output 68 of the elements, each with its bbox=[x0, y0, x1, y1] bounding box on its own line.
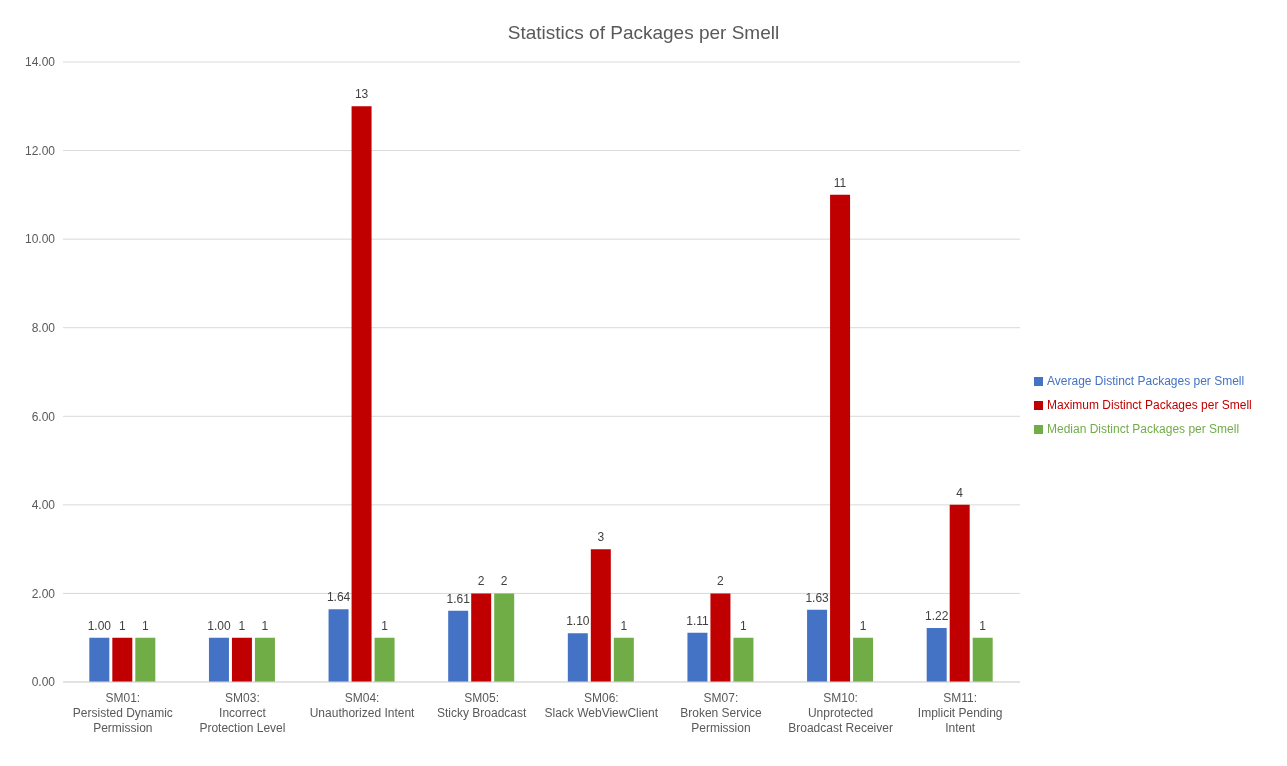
data-label: 1.61 bbox=[446, 591, 471, 606]
data-label: 2 bbox=[477, 574, 485, 589]
data-label: 1.11 bbox=[686, 613, 709, 628]
x-tick-label: SM05: Sticky Broadcast bbox=[437, 691, 528, 720]
chart-title: Statistics of Packages per Smell bbox=[506, 21, 781, 45]
data-label: 3 bbox=[597, 530, 605, 545]
data-label: 1.00 bbox=[207, 618, 231, 633]
bar bbox=[208, 637, 229, 682]
bar bbox=[613, 637, 634, 682]
data-label: 1 bbox=[859, 618, 867, 633]
y-tick-label: 10.00 bbox=[24, 232, 56, 247]
legend-label: Median Distinct Packages per Smell bbox=[1047, 422, 1240, 436]
x-tick-label: SM04: Unauthorized Intent bbox=[309, 691, 416, 720]
legend-label: Average Distinct Packages per Smell bbox=[1047, 374, 1245, 388]
bar bbox=[374, 637, 395, 682]
bar bbox=[351, 106, 372, 682]
y-tick-label: 0.00 bbox=[31, 675, 56, 690]
y-tick-label: 4.00 bbox=[31, 498, 56, 513]
data-label: 1 bbox=[620, 618, 628, 633]
y-tick-label: 12.00 bbox=[24, 143, 56, 158]
data-label: 1.10 bbox=[566, 614, 590, 629]
data-label: 1.63 bbox=[805, 590, 830, 605]
data-label: 1.22 bbox=[925, 608, 949, 623]
bar bbox=[926, 627, 947, 682]
legend-label: Maximum Distinct Packages per Smell bbox=[1047, 398, 1252, 412]
data-label: 1 bbox=[141, 618, 149, 633]
bar bbox=[590, 549, 611, 682]
data-label: 1 bbox=[118, 618, 126, 633]
bar bbox=[807, 609, 828, 682]
data-label: 1 bbox=[979, 618, 987, 633]
y-tick-label: 2.00 bbox=[31, 586, 56, 601]
x-tick-label: SM01: Persisted Dynamic Permission bbox=[72, 691, 173, 735]
bar bbox=[949, 504, 970, 682]
x-tick-label: SM03: Incorrect Protection Level bbox=[199, 691, 286, 735]
data-label: 13 bbox=[354, 87, 369, 102]
x-tick-label: SM07: Broken Service Permission bbox=[680, 691, 762, 735]
bar bbox=[567, 633, 588, 682]
data-label: 1.00 bbox=[87, 618, 112, 633]
bar bbox=[687, 632, 708, 682]
bar bbox=[830, 194, 851, 682]
x-tick-label: SM06: Slack WebViewClient bbox=[544, 691, 659, 720]
bar bbox=[733, 637, 754, 682]
data-label: 4 bbox=[956, 485, 964, 500]
data-label: 2 bbox=[500, 574, 508, 589]
bar bbox=[448, 610, 469, 682]
bar bbox=[254, 637, 275, 682]
data-label: 2 bbox=[717, 574, 725, 589]
y-tick-label: 6.00 bbox=[31, 409, 56, 424]
data-label: 1 bbox=[381, 618, 389, 633]
bar bbox=[853, 637, 874, 682]
bar bbox=[494, 593, 515, 682]
bar bbox=[972, 637, 993, 682]
y-tick-label: 14.00 bbox=[24, 55, 56, 70]
x-tick-label: SM11: Implicit Pending Intent bbox=[917, 691, 1003, 735]
bar bbox=[710, 593, 731, 682]
bar bbox=[231, 637, 252, 682]
data-label: 1 bbox=[261, 618, 269, 633]
bar bbox=[471, 593, 492, 682]
data-label: 1 bbox=[740, 618, 748, 633]
data-label: 1.64 bbox=[326, 590, 351, 605]
data-label: 1 bbox=[238, 618, 246, 633]
bar bbox=[112, 637, 133, 682]
bar bbox=[328, 609, 349, 682]
data-label: 11 bbox=[833, 175, 847, 190]
bar bbox=[135, 637, 156, 682]
bar bbox=[89, 637, 110, 682]
y-tick-label: 8.00 bbox=[31, 320, 56, 335]
x-tick-label: SM10: Unprotected Broadcast Receiver bbox=[788, 691, 893, 735]
